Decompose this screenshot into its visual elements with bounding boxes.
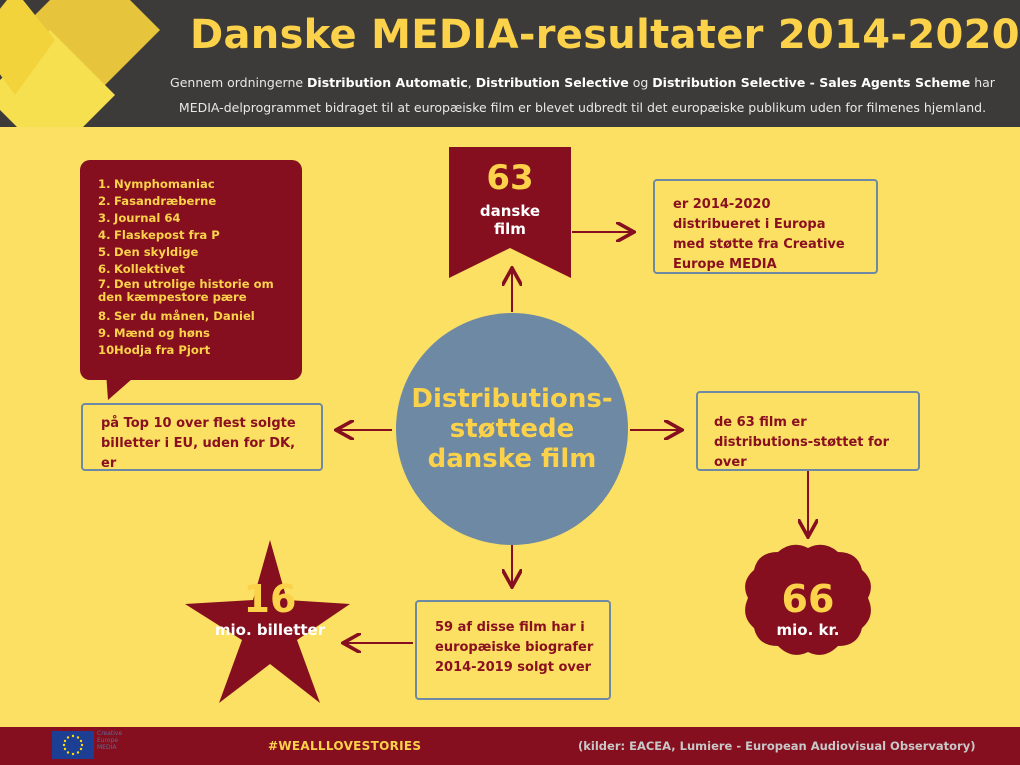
top10-item: 5. Den skyldige	[98, 245, 199, 259]
top10-item: 1. Nymphomaniac	[98, 177, 215, 191]
top10-item: 9. Mænd og høns	[98, 326, 210, 340]
eu-flag-icon	[52, 731, 94, 759]
top10-list-bubble: 1. Nymphomaniac 2. Fasandræberne 3. Journal 6…	[80, 160, 302, 380]
box-top10: på Top 10 over flest solgte billetter i …	[81, 403, 323, 471]
star-unit: mio. billetter	[214, 621, 326, 639]
box-support-amount: de 63 film er distributions-støttet for …	[696, 391, 920, 471]
banner-number: 63	[486, 158, 534, 198]
top10-item: 10.Hodja fra Pjort	[98, 343, 211, 357]
diamond-logo-icon	[0, 0, 160, 127]
center-circle: Distributions- støttede danske film	[396, 313, 628, 545]
center-label: Distributions- støttede danske film	[411, 384, 613, 474]
page-title: Danske MEDIA-resultater 2014-2020	[190, 12, 1020, 58]
hashtag: #WEALLLOVESTORIES	[268, 739, 422, 753]
seal-number: 66	[781, 577, 835, 621]
footer-bar	[0, 727, 1020, 765]
top10-item: 2. Fasandræberne	[98, 194, 217, 208]
banner-ribbon	[449, 147, 571, 278]
top10-item: 3. Journal 64	[98, 211, 181, 225]
box-tickets-sold: 59 af disse film har i europæiske biogra…	[415, 600, 611, 700]
top10-item: 7. Den utrolige historie om den kæmpestor…	[98, 277, 274, 304]
top10-item: 4. Flaskepost fra P	[98, 228, 220, 242]
top10-item: 8. Ser du månen, Daniel	[98, 309, 255, 323]
eu-logo-text: Creative Europe MEDIA	[97, 730, 123, 751]
banner-label-1: danske	[479, 202, 541, 220]
page-subtitle: Gennem ordningerne Distribution Automati…	[170, 75, 995, 115]
star-shape	[185, 540, 350, 703]
seal-unit: mio. kr.	[776, 621, 840, 639]
star-number: 16	[243, 577, 297, 621]
header-bar	[0, 0, 1020, 127]
box-distributed-europe: er 2014-2020 distribueret i Europa med s…	[653, 179, 878, 274]
sources-note: (kilder: EACEA, Lumiere - European Audio…	[578, 739, 976, 753]
top10-item: 6. Kollektivet	[98, 262, 185, 276]
banner-label-2: film	[494, 220, 526, 238]
seal-shape	[745, 544, 871, 655]
